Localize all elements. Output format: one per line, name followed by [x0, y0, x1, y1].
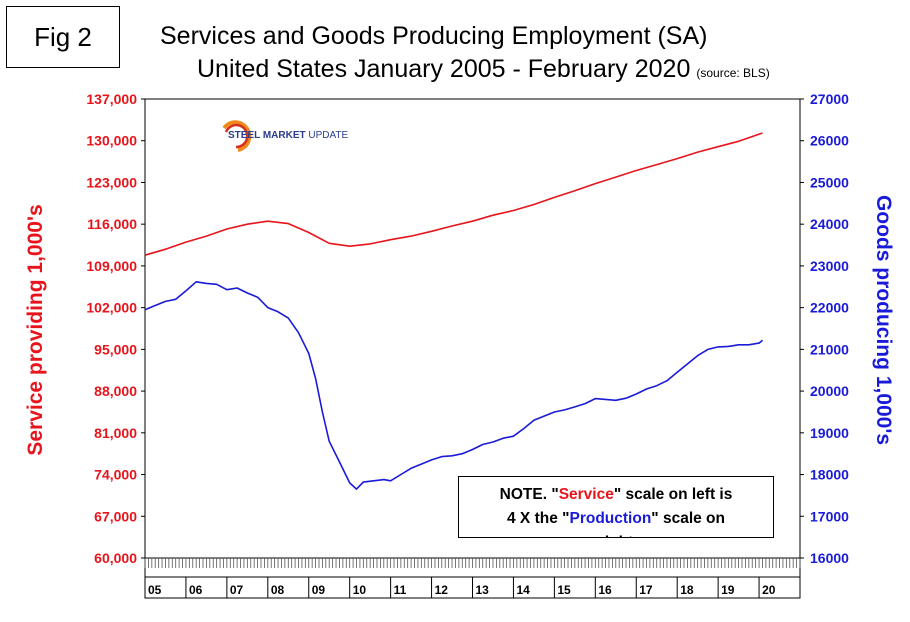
- series-line-production: [144, 280, 764, 490]
- y-right-tick-label: 27000: [810, 91, 849, 107]
- y-left-tick-label: 88,000: [94, 383, 137, 399]
- y-left-tick-label: 123,000: [86, 174, 137, 190]
- y-right-tick-label: 21000: [810, 341, 849, 357]
- y-left-tick-label: 95,000: [94, 341, 137, 357]
- y-left-tick-label: 67,000: [94, 508, 137, 524]
- y-left-tick-label: 116,000: [87, 216, 137, 232]
- logo-word-steel: STEEL: [228, 130, 261, 141]
- y-right-tick-label: 17000: [810, 508, 849, 524]
- x-tick-label: 19: [721, 583, 735, 597]
- note-service-word: Service: [558, 486, 614, 503]
- y-right-tick-label: 26000: [810, 133, 849, 149]
- x-tick-label: 06: [189, 583, 203, 597]
- x-tick-label: 16: [598, 583, 612, 597]
- chart-title-line2: United States January 2005 - February 20…: [197, 55, 770, 84]
- x-tick-label: 09: [312, 583, 326, 597]
- y-left-tick-label: 102,000: [86, 300, 137, 316]
- x-tick-label: 14: [516, 583, 530, 597]
- note-line2: 4 X the "Production" scale on: [459, 507, 773, 531]
- logo-word-update: UPDATE: [308, 130, 349, 141]
- logo-arc-icon: [222, 120, 252, 152]
- y-right-tick-label: 24000: [810, 216, 849, 232]
- note-production-word: Production: [569, 510, 652, 527]
- x-tick-label: 05: [148, 583, 162, 597]
- y-right-tick-label: 23000: [810, 258, 849, 274]
- chart-title-line1: Services and Goods Producing Employment …: [160, 22, 708, 50]
- note-line1: NOTE. "Service" scale on left is: [459, 483, 773, 507]
- y-left-tick-label: 60,000: [94, 550, 137, 566]
- x-tick-label: 12: [435, 583, 449, 597]
- x-tick-label: 18: [680, 583, 694, 597]
- logo-text: STEEL MARKET UPDATE: [228, 130, 348, 141]
- note-line1-suffix: " scale on left is: [613, 486, 733, 503]
- x-tick-label: 15: [557, 583, 571, 597]
- note-line3: right: [459, 531, 773, 537]
- y-right-tick-label: 20000: [810, 383, 849, 399]
- x-tick-label: 07: [230, 583, 244, 597]
- x-tick-label: 10: [353, 583, 367, 597]
- steel-market-update-logo: STEEL MARKET UPDATE: [218, 120, 378, 156]
- y-left-tick-label: 81,000: [94, 425, 137, 441]
- chart-title-line2-text: United States January 2005 - February 20…: [197, 55, 691, 83]
- y-right-tick-label: 16000: [810, 550, 849, 566]
- note-line2-suffix: " scale on: [651, 510, 725, 527]
- y-right-tick-label: 25000: [810, 174, 849, 190]
- x-tick-label: 11: [394, 583, 407, 597]
- series-line-service: [144, 132, 763, 256]
- note-line2-prefix: 4 X the ": [507, 510, 570, 527]
- x-tick-label: 13: [476, 583, 490, 597]
- y-left-tick-label: 109,000: [86, 258, 137, 274]
- y-axis-left-label: Service providing 1,000's: [24, 204, 47, 456]
- y-right-tick-label: 22000: [810, 300, 849, 316]
- logo-word-market: MARKET: [262, 130, 306, 141]
- scale-note-box: NOTE. "Service" scale on left is 4 X the…: [458, 476, 774, 538]
- y-left-tick-label: 137,000: [86, 91, 137, 107]
- x-tick-label: 20: [762, 583, 776, 597]
- source-note: (source: BLS): [696, 66, 770, 80]
- y-axis-right-label: Goods producing 1,000's: [872, 194, 895, 446]
- note-line1-prefix: NOTE. ": [499, 486, 559, 503]
- y-left-tick-label: 74,000: [94, 467, 137, 483]
- x-tick-label: 08: [271, 583, 285, 597]
- figure-label: Fig 2: [6, 6, 120, 68]
- y-right-tick-label: 19000: [810, 425, 849, 441]
- x-tick-label: 17: [639, 583, 653, 597]
- y-right-tick-label: 18000: [810, 467, 849, 483]
- y-left-tick-label: 130,000: [86, 133, 137, 149]
